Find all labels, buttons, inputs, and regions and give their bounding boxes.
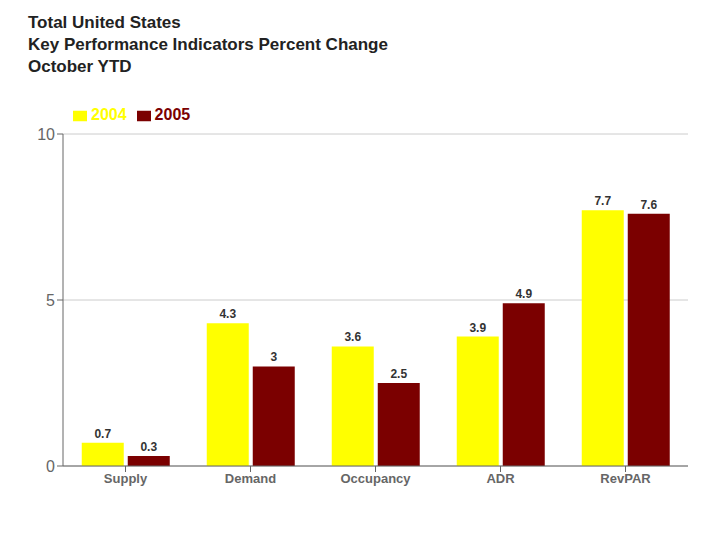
html-text:Key Performance Indicators Per: Key Performance Indicators Percent Chang… bbox=[28, 35, 388, 54]
svg-text:Demand: Demand bbox=[225, 471, 276, 486]
svg-text:Supply: Supply bbox=[104, 471, 148, 486]
svg-text:4.3: 4.3 bbox=[219, 307, 236, 321]
svg-text:7.6: 7.6 bbox=[640, 198, 657, 212]
svg-text:3.6: 3.6 bbox=[344, 330, 361, 344]
svg-text:10: 10 bbox=[37, 126, 55, 143]
svg-text:3: 3 bbox=[270, 350, 277, 364]
html-text:2004: 2004 bbox=[91, 106, 127, 123]
svg-text:5: 5 bbox=[46, 292, 55, 309]
svg-text:0.7: 0.7 bbox=[94, 427, 111, 441]
svg-text:Occupancy: Occupancy bbox=[340, 471, 411, 486]
svg-text:ADR: ADR bbox=[486, 471, 515, 486]
html-text:Total United States: Total United States bbox=[28, 13, 181, 32]
svg-text:3.9: 3.9 bbox=[469, 321, 486, 335]
svg-text:0.3: 0.3 bbox=[140, 440, 157, 454]
html-text:2005: 2005 bbox=[154, 106, 191, 123]
html-text:October YTD: October YTD bbox=[28, 57, 132, 76]
svg-text:7.7: 7.7 bbox=[594, 194, 611, 208]
svg-text:4.9: 4.9 bbox=[515, 287, 532, 301]
svg-text:RevPAR: RevPAR bbox=[600, 471, 651, 486]
svg-text:2.5: 2.5 bbox=[390, 367, 407, 381]
svg-text:0: 0 bbox=[46, 458, 55, 475]
